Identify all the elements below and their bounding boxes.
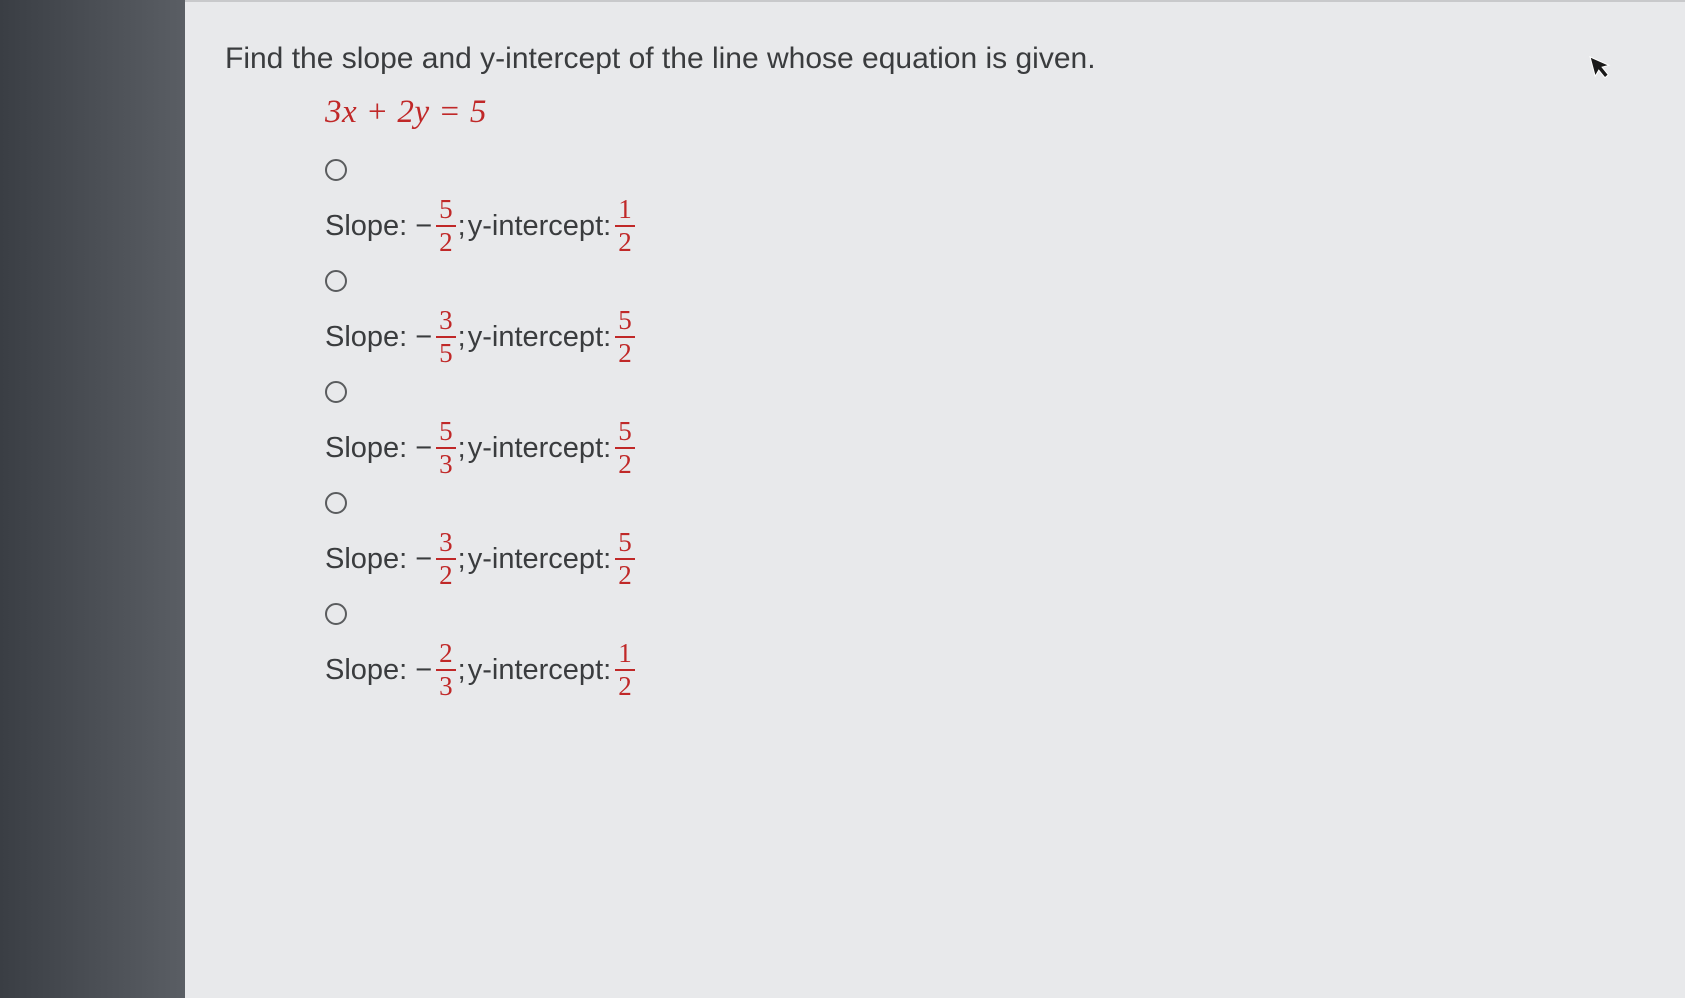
yint-fraction: 1 2 — [615, 640, 635, 700]
question-panel: Find the slope and y-intercept of the li… — [185, 0, 1685, 998]
slope-fraction: 5 2 — [436, 196, 456, 256]
slope-label: Slope: — [325, 432, 407, 465]
option-4-text: Slope: − 3 2 ; y-intercept: 5 2 — [325, 529, 1635, 589]
equation-math: 3x + 2y = 5 — [325, 94, 487, 130]
numerator: 5 — [615, 307, 635, 336]
option-1-text: Slope: − 5 2 ; y-intercept: 1 2 — [325, 196, 1635, 256]
yint-fraction: 1 2 — [615, 196, 635, 256]
yint-label: y-intercept: — [468, 432, 611, 465]
slope-label: Slope: — [325, 210, 407, 243]
negative-sign: − — [415, 210, 432, 243]
option-5[interactable]: Slope: − 2 3 ; y-intercept: 1 2 — [325, 603, 1635, 700]
numerator: 2 — [436, 640, 456, 669]
denominator: 2 — [615, 558, 635, 589]
yint-label: y-intercept: — [468, 210, 611, 243]
numerator: 1 — [615, 196, 635, 225]
option-3[interactable]: Slope: − 5 3 ; y-intercept: 5 2 — [325, 381, 1635, 478]
numerator: 5 — [436, 196, 456, 225]
radio-icon[interactable] — [325, 603, 347, 625]
denominator: 3 — [436, 447, 456, 478]
numerator: 3 — [436, 307, 456, 336]
slope-label: Slope: — [325, 543, 407, 576]
separator: ; — [458, 432, 466, 465]
yint-label: y-intercept: — [468, 321, 611, 354]
option-2-text: Slope: − 3 5 ; y-intercept: 5 2 — [325, 307, 1635, 367]
denominator: 3 — [436, 669, 456, 700]
option-5-text: Slope: − 2 3 ; y-intercept: 1 2 — [325, 640, 1635, 700]
denominator: 2 — [436, 225, 456, 256]
radio-icon[interactable] — [325, 492, 347, 514]
denominator: 2 — [615, 447, 635, 478]
numerator: 5 — [436, 418, 456, 447]
yint-fraction: 5 2 — [615, 307, 635, 367]
numerator: 5 — [615, 529, 635, 558]
slope-fraction: 3 2 — [436, 529, 456, 589]
slope-label: Slope: — [325, 321, 407, 354]
separator: ; — [458, 543, 466, 576]
separator: ; — [458, 321, 466, 354]
numerator: 1 — [615, 640, 635, 669]
separator: ; — [458, 654, 466, 687]
denominator: 2 — [436, 558, 456, 589]
negative-sign: − — [415, 321, 432, 354]
option-1[interactable]: Slope: − 5 2 ; y-intercept: 1 2 — [325, 159, 1635, 256]
side-gutter — [0, 0, 185, 998]
yint-fraction: 5 2 — [615, 418, 635, 478]
option-3-text: Slope: − 5 3 ; y-intercept: 5 2 — [325, 418, 1635, 478]
radio-icon[interactable] — [325, 159, 347, 181]
equation-container: 3x + 2y = 5 — [325, 94, 1635, 131]
slope-fraction: 3 5 — [436, 307, 456, 367]
radio-icon[interactable] — [325, 381, 347, 403]
denominator: 2 — [615, 225, 635, 256]
denominator: 2 — [615, 336, 635, 367]
yint-label: y-intercept: — [468, 654, 611, 687]
radio-icon[interactable] — [325, 270, 347, 292]
separator: ; — [458, 210, 466, 243]
negative-sign: − — [415, 654, 432, 687]
slope-fraction: 2 3 — [436, 640, 456, 700]
numerator: 3 — [436, 529, 456, 558]
options-group: Slope: − 5 2 ; y-intercept: 1 2 Slope: −… — [325, 159, 1635, 700]
option-2[interactable]: Slope: − 3 5 ; y-intercept: 5 2 — [325, 270, 1635, 367]
question-text: Find the slope and y-intercept of the li… — [225, 42, 1635, 76]
option-4[interactable]: Slope: − 3 2 ; y-intercept: 5 2 — [325, 492, 1635, 589]
yint-fraction: 5 2 — [615, 529, 635, 589]
negative-sign: − — [415, 543, 432, 576]
slope-fraction: 5 3 — [436, 418, 456, 478]
yint-label: y-intercept: — [468, 543, 611, 576]
numerator: 5 — [615, 418, 635, 447]
denominator: 2 — [615, 669, 635, 700]
slope-label: Slope: — [325, 654, 407, 687]
denominator: 5 — [436, 336, 456, 367]
negative-sign: − — [415, 432, 432, 465]
